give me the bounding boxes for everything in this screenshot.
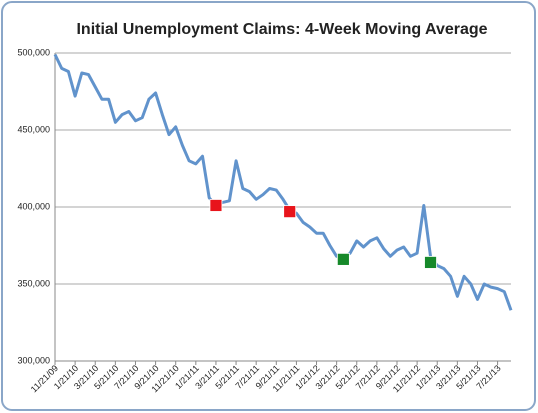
highlight-marker [209, 199, 223, 212]
highlight-marker [336, 252, 350, 266]
y-tick-label: 400,000 [17, 201, 50, 211]
y-tick-label: 300,000 [17, 355, 50, 365]
highlight-marker [424, 256, 437, 269]
chart-title: Initial Unemployment Claims: 4-Week Movi… [76, 21, 487, 38]
highlight-marker [283, 205, 297, 219]
y-tick-label: 450,000 [17, 124, 50, 134]
y-tick-label: 350,000 [17, 278, 50, 288]
y-tick-label: 500,000 [17, 47, 50, 57]
